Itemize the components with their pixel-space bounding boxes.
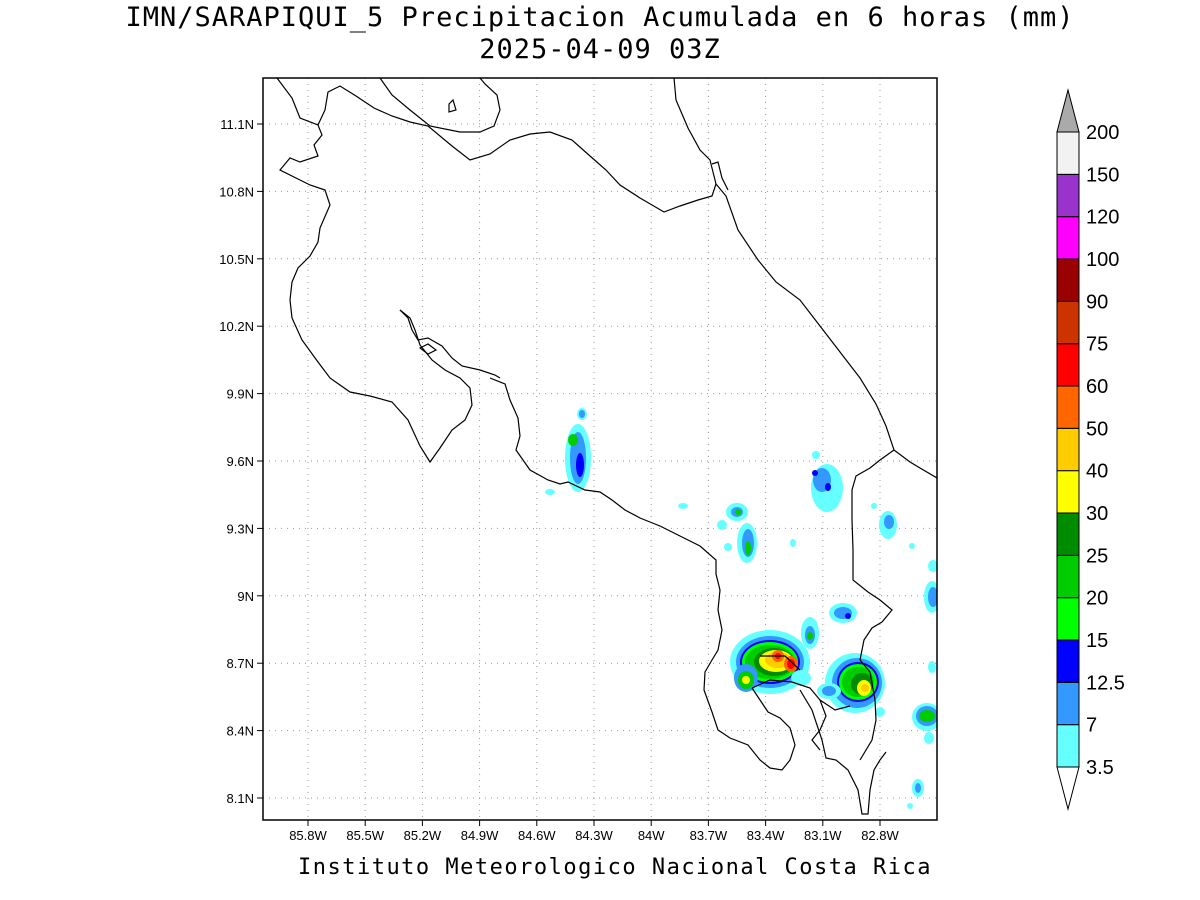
lat-tick-label: 9.9N	[227, 387, 254, 402]
rain-cell-major	[730, 617, 819, 694]
colorbar-swatch	[1056, 512, 1080, 556]
colorbar-swatch	[1056, 681, 1080, 726]
colorbar-swatch	[1056, 554, 1080, 599]
coastlines	[276, 78, 937, 815]
plot-frame	[262, 77, 938, 821]
colorbar-label: 150	[1086, 164, 1119, 186]
colorbar-swatch	[1056, 258, 1080, 302]
rain-cell	[678, 503, 796, 563]
lon-tick-label: 84.3W	[575, 828, 613, 843]
lat-tick-label: 9.6N	[227, 454, 254, 469]
lon-tick-label: 82.8W	[861, 828, 899, 843]
colorbar-swatch	[1056, 343, 1080, 387]
lon-tick-label: 85.2W	[404, 828, 442, 843]
lat-tick-label: 9.3N	[227, 521, 254, 536]
lon-tick-label: 85.5W	[346, 828, 384, 843]
rain-cell	[907, 661, 937, 809]
lat-tick-label: 8.7N	[227, 656, 254, 671]
colorbar-label: 12.5	[1086, 672, 1125, 694]
colorbar-label: 7	[1086, 715, 1097, 737]
lat-tick-label: 8.4N	[227, 724, 254, 739]
colorbar-swatch	[1056, 724, 1080, 768]
map-datetime: 2025-04-09 03Z	[479, 34, 721, 65]
precipitation-field	[545, 408, 937, 809]
colorbar-over-arrow	[1056, 88, 1080, 133]
map-grid	[263, 78, 937, 820]
colorbar-swatch	[1056, 216, 1080, 260]
axis-ticks: 85.8W 85.5W 85.2W 84.9W 84.6W 84.3W 84W 83.7W 83…	[219, 117, 899, 843]
lat-tick-label: 10.8N	[219, 184, 254, 199]
lat-tick-label: 10.2N	[219, 319, 254, 334]
colorbar-label: 20	[1086, 588, 1108, 610]
colorbar-swatch	[1056, 173, 1080, 218]
lat-tick-label: 8.1N	[227, 791, 254, 806]
colorbar-label: 15	[1086, 630, 1108, 652]
colorbar-label: 40	[1086, 461, 1108, 483]
colorbar-swatch	[1056, 639, 1080, 683]
colorbar-label: 90	[1086, 291, 1108, 313]
lon-tick-label: 84.9W	[461, 828, 499, 843]
colorbar-label: 50	[1086, 418, 1108, 440]
colorbar: 3.5 7 12.5 15 20 25 30 40 50 60 75 90 100 120 150 200	[1056, 88, 1125, 811]
rain-cell-major	[817, 603, 885, 717]
colorbar-swatch	[1056, 427, 1080, 472]
colorbar-label: 3.5	[1086, 757, 1114, 779]
lon-tick-label: 85.8W	[289, 828, 327, 843]
lon-tick-label: 83.4W	[747, 828, 785, 843]
colorbar-label: 200	[1086, 122, 1119, 144]
lon-tick-label: 84W	[638, 828, 665, 843]
colorbar-label: 120	[1086, 207, 1119, 229]
colorbar-swatch	[1056, 470, 1080, 514]
lat-tick-label: 10.5N	[219, 252, 254, 267]
lat-tick-label: 9N	[237, 589, 254, 604]
colorbar-label: 100	[1086, 249, 1119, 271]
colorbar-swatch	[1056, 300, 1080, 345]
lon-tick-label: 84.6W	[518, 828, 556, 843]
lat-tick-label: 11.1N	[220, 117, 254, 132]
colorbar-swatch	[1056, 131, 1080, 175]
rain-cell	[545, 408, 591, 495]
lon-tick-label: 83.7W	[690, 828, 728, 843]
colorbar-swatch	[1056, 385, 1080, 429]
colorbar-label: 25	[1086, 545, 1108, 567]
lon-tick-label: 83.1W	[804, 828, 842, 843]
colorbar-swatch	[1056, 597, 1080, 641]
map-title: IMN/SARAPIQUI_5 Precipitacion Acumulada …	[125, 2, 1075, 33]
colorbar-under-arrow	[1056, 766, 1080, 811]
rain-cell	[811, 451, 937, 613]
colorbar-label: 75	[1086, 334, 1108, 356]
map-footer: Instituto Meteorologico Nacional Costa R…	[297, 855, 933, 880]
colorbar-label: 30	[1086, 503, 1108, 525]
colorbar-label: 60	[1086, 376, 1108, 398]
